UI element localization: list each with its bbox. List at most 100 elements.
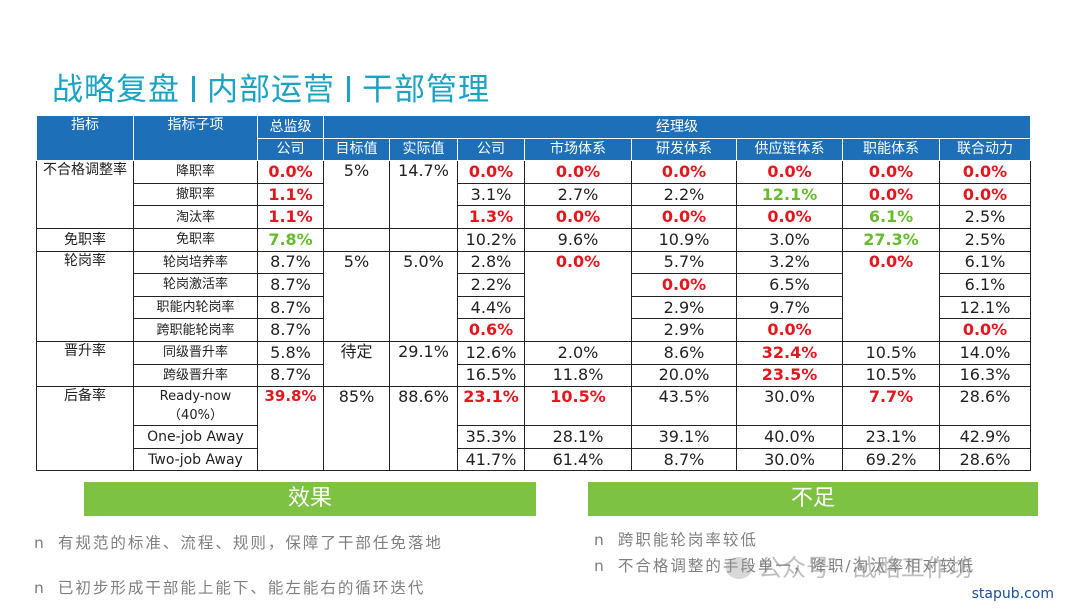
director-value: 8.7% xyxy=(257,363,324,388)
actual-value: 88.6% xyxy=(389,386,458,472)
table-row: 晋升率 同级晋升率 5.8% 待定 29.1% 12.6% 2.0% 8.6% … xyxy=(36,340,1031,388)
function-value: 10.5% xyxy=(842,363,940,388)
target-value: 待定 xyxy=(323,340,390,388)
shortfall-item: n 跨职能轮岗率较低 xyxy=(594,530,1054,550)
sub-indicator: 撤职率 xyxy=(133,182,258,207)
function-value: 10.5% xyxy=(842,340,940,365)
function-value: 0.0% xyxy=(842,160,940,184)
function-value: 0.0% xyxy=(842,250,940,342)
header-supply-chain: 供应链体系 xyxy=(736,137,843,162)
sub-indicator: 降职率 xyxy=(133,160,258,184)
supply-value: 32.4% xyxy=(736,340,843,365)
table-row: 职能内轮岗率 8.7% 4.4% 2.9% 9.7% 12.1% xyxy=(37,295,1031,320)
header-rd: 研发体系 xyxy=(631,137,737,162)
rd-value: 39.1% xyxy=(631,425,737,449)
director-value: 5.8% xyxy=(257,340,324,365)
company-value: 0.6% xyxy=(457,318,525,342)
rd-value: 0.0% xyxy=(631,273,737,297)
header-actual: 实际值 xyxy=(389,137,458,162)
target-value: 5% xyxy=(323,250,390,342)
company-value: 23.1% xyxy=(457,386,525,427)
company-value: 0.0% xyxy=(457,160,525,184)
joint-value: 6.1% xyxy=(939,273,1031,297)
header-indicator: 指标 xyxy=(36,114,134,162)
joint-value: 0.0% xyxy=(939,160,1031,184)
shortfall-item: n 不合格调整的手段单一，降职/淘汰率相对较低 xyxy=(594,556,994,576)
sub-indicator: 淘汰率 xyxy=(133,205,258,229)
joint-value: 6.1% xyxy=(939,250,1031,275)
group-label: 轮岗率 xyxy=(36,250,134,342)
table-row: 免职率 免职率 7.8% 10.2% 9.6% 10.9% 3.0% 27.3%… xyxy=(36,227,1031,252)
market-value: 0.0% xyxy=(524,160,632,184)
bullet-icon: n xyxy=(594,557,606,575)
wechat-icon xyxy=(726,557,752,579)
joint-value: 28.6% xyxy=(939,386,1031,427)
header-manager-company: 公司 xyxy=(457,137,525,162)
market-value: 0.0% xyxy=(524,205,632,229)
company-value: 3.1% xyxy=(457,182,525,207)
supply-value: 3.0% xyxy=(736,227,843,252)
title-part-cadre: 干部管理 xyxy=(362,72,490,108)
company-value: 16.5% xyxy=(457,363,525,388)
sub-indicator: 轮岗培养率 xyxy=(133,250,258,275)
supply-value: 0.0% xyxy=(736,205,843,229)
ready-now-label: Ready-now xyxy=(159,389,232,405)
effect-item-text: 有规范的标准、流程、规则，保障了干部任免落地 xyxy=(57,534,443,552)
shortfall-banner: 不足 xyxy=(588,482,1038,516)
title-separator xyxy=(347,76,350,102)
header-function: 职能体系 xyxy=(842,137,940,162)
function-value: 27.3% xyxy=(842,227,940,252)
market-value: 61.4% xyxy=(524,447,632,472)
sub-indicator: One-job Away xyxy=(133,425,258,449)
supply-value: 3.2% xyxy=(736,250,843,275)
cadre-metrics-table: 指标 指标子项 总监级 经理级 公司 目标值 实际值 公司 市场体系 研发体系 … xyxy=(36,114,1031,472)
rd-value: 5.7% xyxy=(631,250,737,275)
market-value: 0.0% xyxy=(524,250,632,342)
header-manager-level: 经理级 xyxy=(323,115,1031,139)
header-row-1: 指标 指标子项 总监级 经理级 xyxy=(36,114,1031,162)
header-joint: 联合动力 xyxy=(939,137,1031,162)
rd-value: 2.2% xyxy=(631,182,737,207)
company-value: 2.2% xyxy=(457,273,525,297)
joint-value: 42.9% xyxy=(939,425,1031,449)
director-value: 1.1% xyxy=(257,182,324,207)
watermark-text: 公众号 · 战略工作坊 xyxy=(758,554,973,582)
joint-value: 14.0% xyxy=(939,340,1031,365)
rd-value: 43.5% xyxy=(631,386,737,427)
effect-item: n 已初步形成干部能上能下、能左能右的循环迭代 xyxy=(34,578,534,598)
table-row: 淘汰率 1.1% 1.3% 0.0% 0.0% 0.0% 6.1% 2.5% xyxy=(37,205,1031,229)
supply-value: 6.5% xyxy=(736,273,843,297)
director-value: 8.7% xyxy=(257,273,324,297)
group-label: 免职率 xyxy=(36,227,134,252)
sub-indicator: Ready-now （40%） xyxy=(133,386,258,427)
company-value: 2.8% xyxy=(457,250,525,275)
function-value: 0.0% xyxy=(842,182,940,207)
market-value: 2.7% xyxy=(524,182,632,207)
actual-value: 14.7% xyxy=(389,160,458,229)
director-value: 0.0% xyxy=(257,160,324,184)
title-part-operations: 内部运营 xyxy=(207,72,335,108)
market-value: 2.0% xyxy=(524,340,632,365)
function-value: 6.1% xyxy=(842,205,940,229)
target-value xyxy=(323,227,390,252)
actual-value xyxy=(389,227,458,252)
header-market: 市场体系 xyxy=(524,137,632,162)
director-value: 8.7% xyxy=(257,250,324,275)
rd-value: 0.0% xyxy=(631,160,737,184)
shortfall-item-text: 不合格调整的手段单一，降职/淘汰率相对较低 xyxy=(617,557,976,575)
rd-value: 20.0% xyxy=(631,363,737,388)
rd-value: 8.6% xyxy=(631,340,737,365)
supply-value: 0.0% xyxy=(736,318,843,342)
market-value: 9.6% xyxy=(524,227,632,252)
shortfall-item-text: 跨职能轮岗率较低 xyxy=(617,531,758,549)
sub-indicator: 同级晋升率 xyxy=(133,340,258,365)
market-value: 28.1% xyxy=(524,425,632,449)
joint-value: 28.6% xyxy=(939,447,1031,472)
header-target: 目标值 xyxy=(323,137,390,162)
joint-value: 16.3% xyxy=(939,363,1031,388)
supply-value: 9.7% xyxy=(736,295,843,320)
table-row: 轮岗激活率 8.7% 2.2% 0.0% 6.5% 6.1% xyxy=(37,273,1031,297)
company-value: 41.7% xyxy=(457,447,525,472)
effect-banner: 效果 xyxy=(84,482,536,516)
director-value: 1.1% xyxy=(257,205,324,229)
